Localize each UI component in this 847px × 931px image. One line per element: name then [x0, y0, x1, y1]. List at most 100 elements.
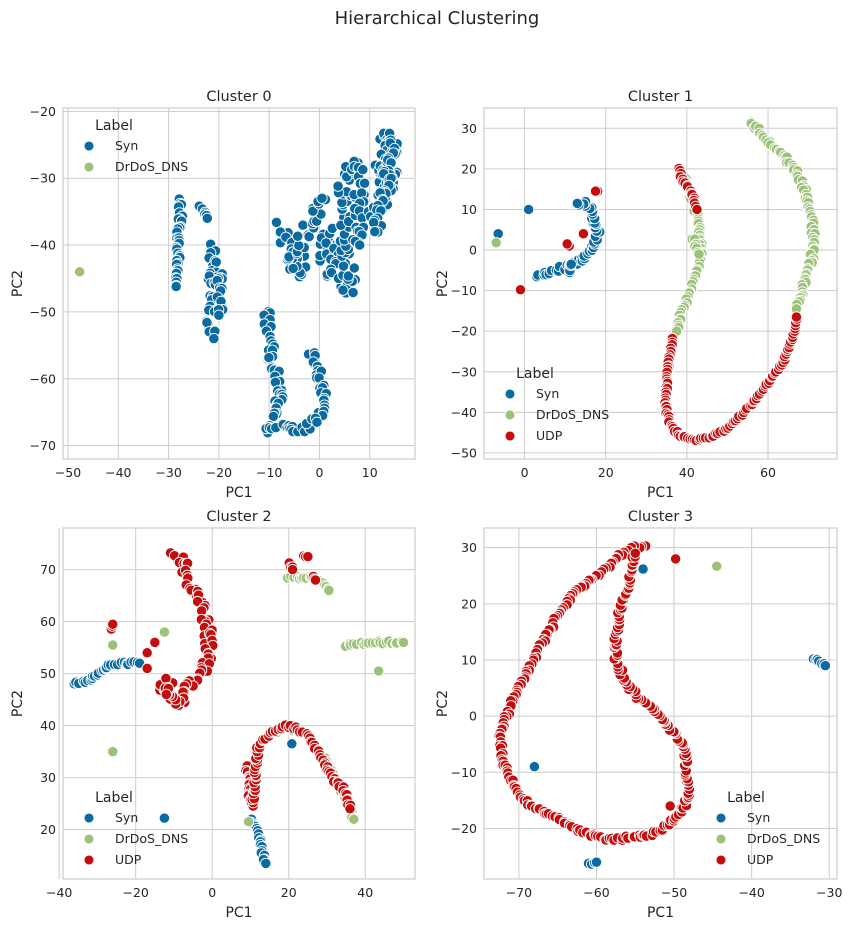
data-point	[637, 563, 649, 575]
x-axis-label: PC1	[647, 485, 674, 501]
figure-title: Hierarchical Clustering	[335, 8, 540, 29]
legend-entry-udp: UDP	[115, 852, 142, 867]
data-point	[348, 262, 360, 274]
data-point	[571, 197, 583, 210]
legend-entry-syn: Syn	[115, 138, 138, 153]
series-syn	[528, 563, 832, 870]
y-tick-label: 20	[461, 161, 477, 176]
x-tick-label: 20	[281, 885, 297, 900]
x-tick-label: −40	[738, 885, 764, 900]
data-point	[201, 316, 213, 329]
legend-marker	[83, 833, 95, 845]
series-drdos_dns	[490, 116, 821, 337]
x-tick-label: −50	[55, 465, 81, 480]
y-tick-label: −10	[451, 765, 477, 780]
panel-cluster-1: 0 20 40 60 −50 −40 −30 −20 −10 0 10 20 30 Cluster 1 PC…	[435, 89, 838, 501]
legend-entry-drdos_dns: DrDoS_DNS	[747, 831, 820, 846]
data-point	[160, 688, 172, 701]
x-tick-label: 20	[598, 465, 614, 480]
data-point	[711, 560, 723, 572]
data-point	[397, 636, 410, 649]
data-point	[369, 226, 381, 238]
series-udp	[493, 540, 696, 846]
y-tick-label: −40	[451, 405, 477, 420]
data-point	[514, 284, 527, 296]
data-point	[107, 745, 119, 758]
data-point	[158, 812, 171, 824]
data-point	[565, 258, 577, 270]
y-tick-label: 30	[40, 770, 56, 785]
legend-title: Label	[516, 366, 554, 382]
data-point	[270, 216, 283, 229]
data-point	[286, 738, 298, 750]
series-drdos_dns	[711, 560, 723, 572]
data-point	[309, 574, 322, 586]
y-tick-label: −50	[30, 304, 56, 319]
y-tick-label: 0	[469, 243, 477, 258]
y-tick-label: 20	[40, 822, 56, 837]
legend-marker	[504, 388, 516, 400]
x-axis-label: PC1	[225, 905, 252, 921]
y-tick-label: −20	[451, 821, 477, 836]
data-point	[367, 216, 380, 229]
series-syn	[170, 127, 403, 439]
data-point	[201, 212, 213, 224]
data-point	[344, 803, 356, 815]
data-point	[141, 647, 153, 659]
data-point	[790, 311, 803, 323]
data-point	[107, 639, 119, 651]
panels: −50 −40 −30 −20 −10 0 10 −70 −60 −50 −40 −30 −20 Clus…	[10, 89, 842, 921]
legend-entry-udp: UDP	[747, 852, 774, 867]
axes-title: Cluster 3	[628, 509, 693, 525]
data-point	[629, 547, 641, 559]
series-udp	[105, 547, 357, 815]
scatter-points	[490, 116, 821, 447]
legend-marker	[504, 409, 516, 421]
x-axis-label: PC1	[225, 485, 252, 501]
legend-entry-syn: Syn	[536, 386, 559, 401]
y-tick-label: 70	[40, 562, 56, 577]
data-point	[347, 286, 359, 299]
series-udp	[514, 162, 803, 447]
data-point	[490, 237, 502, 249]
series-syn	[492, 195, 606, 283]
y-tick-label: 0	[469, 709, 477, 724]
scatter-points	[68, 547, 410, 870]
legend-title: Label	[95, 118, 133, 134]
data-point	[170, 280, 182, 293]
legend-marker	[83, 140, 95, 152]
data-point	[242, 816, 255, 828]
x-tick-label: −30	[816, 885, 842, 900]
legend: Label Syn DrDoS_DNS UDP	[715, 790, 820, 867]
data-point	[590, 856, 603, 868]
data-point	[337, 260, 350, 272]
series-drdos_dns	[73, 266, 86, 278]
x-tick-label: 10	[362, 465, 378, 480]
data-point	[589, 185, 602, 197]
y-tick-label: −30	[30, 171, 56, 186]
data-point	[693, 248, 705, 260]
data-point	[302, 550, 314, 563]
data-point	[577, 228, 590, 240]
y-tick-label: −60	[30, 371, 56, 386]
x-tick-label: −50	[661, 885, 687, 900]
x-tick-label: 0	[315, 465, 323, 480]
y-axis-label: PC2	[435, 270, 451, 297]
legend-marker	[715, 812, 727, 824]
panel-cluster-2: −40 −20 0 20 40 20 30 40 50 60 70 Cluster 2 PC1 PC2 La…	[10, 509, 416, 921]
x-tick-label: 0	[521, 465, 529, 480]
y-tick-label: −20	[30, 104, 56, 119]
y-tick-label: 10	[461, 652, 477, 667]
x-tick-label: −20	[206, 465, 232, 480]
x-tick-label: 40	[679, 465, 695, 480]
panel-cluster-3: −70 −60 −50 −40 −30 −20 −10 0 10 20 30 Cluster 3 PC1…	[435, 509, 842, 921]
y-tick-label: −70	[30, 438, 56, 453]
y-tick-label: −10	[451, 283, 477, 298]
data-point	[311, 416, 323, 428]
data-point	[297, 219, 309, 231]
legend-marker	[83, 161, 95, 173]
legend-marker	[83, 854, 95, 866]
y-tick-label: −30	[451, 364, 477, 379]
data-point	[358, 177, 371, 189]
